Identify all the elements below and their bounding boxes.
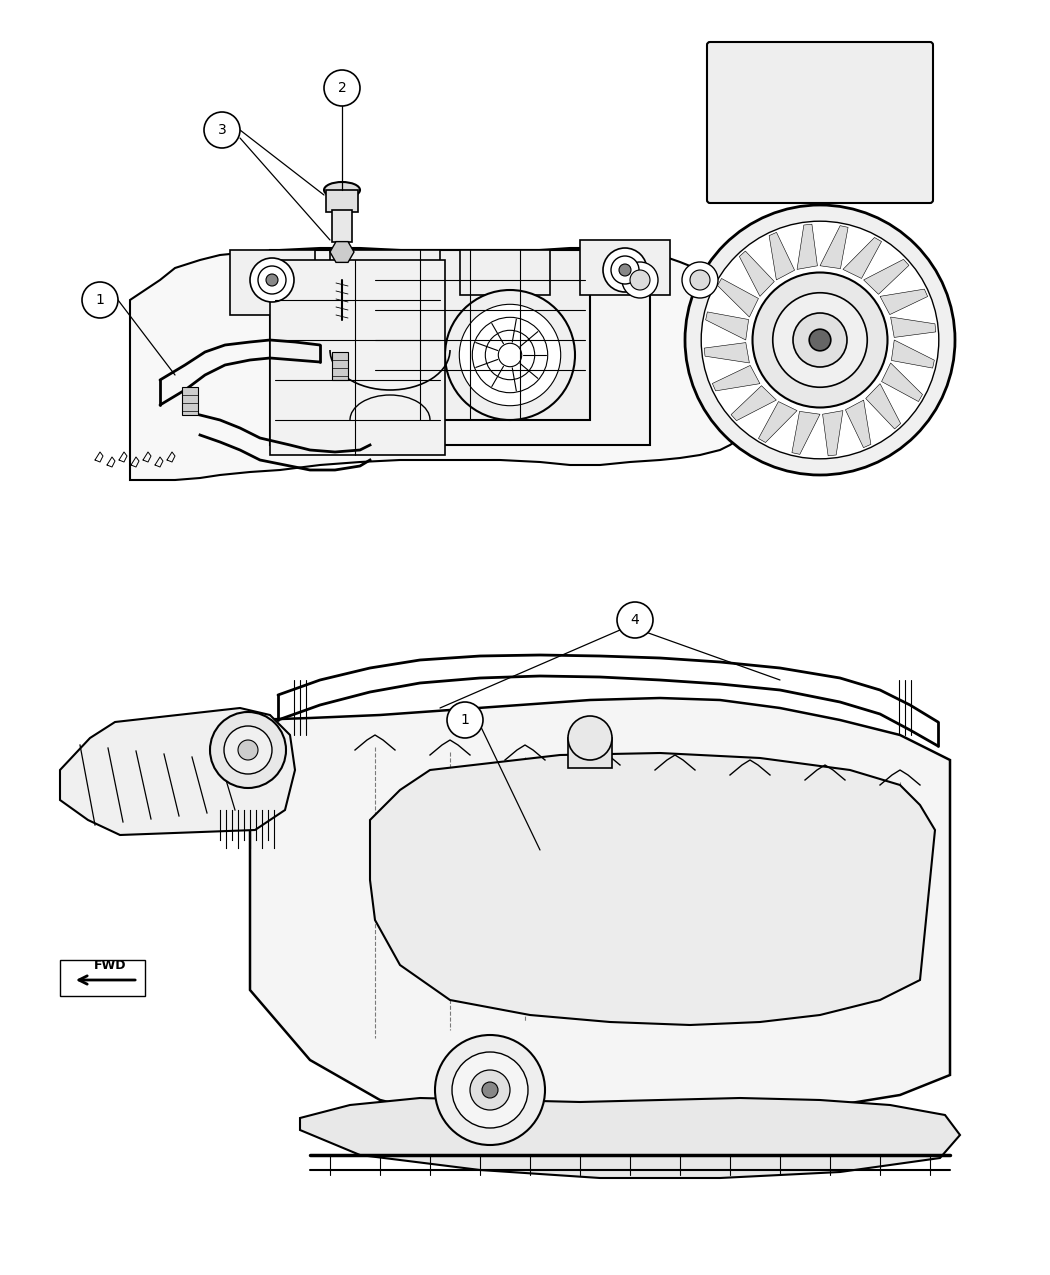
Polygon shape — [880, 289, 927, 315]
Polygon shape — [758, 402, 797, 442]
Circle shape — [682, 261, 718, 298]
Circle shape — [324, 70, 360, 106]
Polygon shape — [891, 340, 934, 368]
Circle shape — [224, 725, 272, 774]
Bar — [230, 250, 315, 315]
Polygon shape — [797, 224, 817, 269]
Circle shape — [690, 270, 710, 289]
Polygon shape — [705, 343, 750, 363]
Circle shape — [482, 1082, 498, 1098]
Circle shape — [685, 205, 956, 476]
Bar — [580, 240, 670, 295]
Bar — [332, 352, 348, 380]
Bar — [568, 738, 612, 768]
Circle shape — [617, 602, 653, 638]
Circle shape — [773, 293, 867, 388]
Circle shape — [445, 289, 575, 419]
Circle shape — [472, 317, 548, 393]
Polygon shape — [843, 237, 882, 278]
Circle shape — [82, 282, 118, 317]
Circle shape — [568, 717, 612, 760]
Text: 3: 3 — [217, 122, 227, 136]
Bar — [332, 210, 352, 242]
Circle shape — [266, 274, 278, 286]
Circle shape — [793, 312, 847, 367]
Bar — [270, 250, 650, 445]
Polygon shape — [370, 754, 934, 1025]
Polygon shape — [712, 366, 760, 391]
Bar — [270, 260, 445, 455]
Circle shape — [452, 1052, 528, 1128]
Text: FWD: FWD — [93, 959, 126, 972]
Circle shape — [622, 261, 658, 298]
Polygon shape — [330, 241, 354, 263]
Polygon shape — [882, 363, 923, 402]
Polygon shape — [739, 251, 774, 296]
Polygon shape — [731, 386, 776, 421]
Polygon shape — [792, 412, 820, 454]
Circle shape — [447, 703, 483, 738]
Ellipse shape — [324, 182, 360, 198]
Circle shape — [470, 1070, 510, 1111]
Bar — [370, 250, 590, 419]
Circle shape — [250, 258, 294, 302]
Circle shape — [620, 264, 631, 275]
Circle shape — [611, 256, 639, 284]
Polygon shape — [706, 312, 749, 340]
Circle shape — [435, 1035, 545, 1145]
Circle shape — [210, 711, 286, 788]
Bar — [182, 388, 198, 414]
Polygon shape — [820, 226, 848, 269]
Bar — [330, 250, 440, 305]
Bar — [60, 960, 145, 996]
Polygon shape — [250, 697, 950, 1128]
Circle shape — [753, 273, 887, 408]
Circle shape — [499, 343, 522, 367]
Text: 4: 4 — [631, 613, 639, 627]
Text: 2: 2 — [338, 82, 347, 96]
Circle shape — [485, 330, 534, 380]
Polygon shape — [769, 232, 795, 280]
Circle shape — [258, 266, 286, 295]
FancyBboxPatch shape — [707, 42, 933, 203]
Circle shape — [204, 112, 240, 148]
Polygon shape — [864, 259, 909, 295]
Circle shape — [459, 305, 561, 405]
Polygon shape — [822, 411, 843, 456]
Bar — [460, 250, 550, 295]
Bar — [326, 190, 358, 212]
Circle shape — [810, 329, 831, 351]
Polygon shape — [865, 384, 901, 428]
Circle shape — [603, 249, 647, 292]
Polygon shape — [890, 317, 936, 338]
Circle shape — [630, 270, 650, 289]
Text: 1: 1 — [96, 293, 104, 307]
Polygon shape — [717, 278, 758, 317]
Polygon shape — [845, 400, 870, 448]
Circle shape — [238, 740, 258, 760]
Polygon shape — [300, 1098, 960, 1178]
Circle shape — [701, 221, 939, 459]
Text: 1: 1 — [461, 713, 469, 727]
Polygon shape — [130, 249, 746, 479]
Polygon shape — [60, 708, 295, 835]
